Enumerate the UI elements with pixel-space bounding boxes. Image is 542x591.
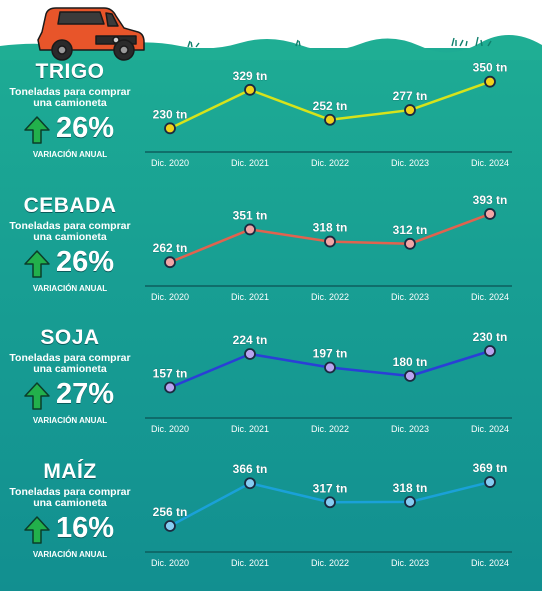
x-tick-label: Dic. 2020 — [151, 558, 189, 568]
x-tick-label: Dic. 2022 — [311, 424, 349, 434]
arrow-up-icon — [24, 382, 50, 410]
crop-name: TRIGO — [35, 60, 105, 83]
chart-panel-maiz: MAÍZ Toneladas para comprar una camioneta… — [0, 452, 542, 582]
crop-name: MAÍZ — [43, 460, 97, 483]
data-point — [404, 370, 416, 382]
x-tick-label: Dic. 2023 — [391, 558, 429, 568]
chart-panel-soja: SOJA Toneladas para comprar una camioneta… — [0, 318, 542, 448]
data-label: 197 tn — [313, 347, 348, 361]
x-tick-label: Dic. 2024 — [471, 424, 509, 434]
data-label: 180 tn — [393, 355, 428, 369]
variation-percent: 26% — [56, 112, 115, 144]
data-point — [244, 477, 256, 490]
crop-label-block: SOJA Toneladas para comprar una camioneta… — [0, 318, 140, 448]
line-chart: 157 tn Dic. 2020 224 tn Dic. 2021 197 tn Dic.… — [145, 330, 512, 434]
data-point — [244, 348, 256, 360]
data-point — [164, 520, 176, 532]
data-label: 230 tn — [473, 330, 508, 344]
data-point — [404, 237, 416, 250]
x-tick-label: Dic. 2021 — [231, 424, 269, 434]
data-label: 393 tn — [473, 193, 508, 207]
variation-percent: 26% — [56, 246, 115, 278]
variation-row: 27% — [24, 378, 144, 412]
crop-subtitle: Toneladas para comprar una camioneta — [9, 86, 131, 109]
variation-caption: VARIACIÓN ANUAL — [32, 416, 108, 425]
x-tick-label: Dic. 2021 — [231, 158, 269, 168]
data-point — [244, 83, 256, 96]
x-tick-label: Dic. 2023 — [391, 424, 429, 434]
data-label: 262 tn — [153, 241, 188, 255]
data-point — [164, 381, 176, 394]
variation-caption: VARIACIÓN ANUAL — [32, 550, 108, 559]
grass-edge — [0, 34, 542, 60]
crop-label-block: TRIGO Toneladas para comprar una camionet… — [0, 52, 140, 182]
data-point — [404, 495, 416, 508]
data-label: 224 tn — [233, 333, 268, 347]
line-chart: 262 tn Dic. 2020 351 tn Dic. 2021 318 tn Dic.… — [145, 193, 512, 302]
pickup-truck-icon — [37, 7, 145, 61]
data-label: 350 tn — [473, 61, 508, 75]
data-point — [164, 256, 176, 269]
variation-row: 26% — [24, 112, 144, 146]
x-tick-label: Dic. 2020 — [151, 424, 189, 434]
x-tick-label: Dic. 2023 — [391, 292, 429, 302]
arrow-up-icon — [24, 250, 50, 278]
variation-caption: VARIACIÓN ANUAL — [32, 150, 108, 159]
data-point — [324, 496, 336, 509]
x-tick-label: Dic. 2022 — [311, 558, 349, 568]
chart-panel-trigo: TRIGO Toneladas para comprar una camionet… — [0, 52, 542, 182]
x-tick-label: Dic. 2024 — [471, 558, 509, 568]
data-label: 317 tn — [313, 481, 348, 495]
data-point — [164, 122, 176, 135]
x-tick-label: Dic. 2021 — [231, 558, 269, 568]
data-label: 369 tn — [473, 461, 508, 475]
variation-caption: VARIACIÓN ANUAL — [32, 284, 108, 293]
variation-percent: 27% — [56, 378, 115, 410]
variation-row: 16% — [24, 512, 144, 546]
x-tick-label: Dic. 2021 — [231, 292, 269, 302]
crop-label-block: MAÍZ Toneladas para comprar una camioneta… — [0, 452, 140, 582]
crop-name: CEBADA — [23, 194, 117, 217]
variation-percent: 16% — [56, 512, 115, 544]
crop-label-block: CEBADA Toneladas para comprar una camione… — [0, 186, 140, 316]
data-point — [324, 361, 336, 374]
x-tick-label: Dic. 2020 — [151, 158, 189, 168]
crop-name: SOJA — [40, 326, 100, 349]
line-chart: 230 tn Dic. 2020 329 tn Dic. 2021 252 tn Dic.… — [145, 60, 512, 168]
data-label: 256 tn — [153, 505, 188, 519]
crop-subtitle: Toneladas para comprar una camioneta — [9, 352, 131, 375]
line-chart: 256 tn Dic. 2020 366 tn Dic. 2021 317 tn Dic.… — [145, 461, 512, 568]
data-label: 351 tn — [233, 208, 268, 222]
data-point — [324, 113, 336, 126]
x-tick-label: Dic. 2020 — [151, 292, 189, 302]
data-label: 366 tn — [233, 462, 268, 476]
data-point — [484, 75, 496, 88]
x-tick-label: Dic. 2024 — [471, 158, 509, 168]
data-label: 277 tn — [393, 89, 428, 103]
arrow-up-icon — [24, 516, 50, 544]
x-tick-label: Dic. 2023 — [391, 158, 429, 168]
variation-row: 26% — [24, 246, 144, 280]
data-label: 329 tn — [233, 69, 268, 83]
crop-subtitle: Toneladas para comprar una camioneta — [9, 220, 131, 243]
data-point — [484, 345, 496, 357]
data-point — [244, 223, 256, 236]
x-tick-label: Dic. 2024 — [471, 292, 509, 302]
data-point — [484, 476, 496, 488]
data-label: 318 tn — [313, 221, 348, 235]
data-label: 312 tn — [393, 223, 428, 237]
x-tick-label: Dic. 2022 — [311, 292, 349, 302]
data-label: 252 tn — [313, 99, 348, 113]
data-point — [484, 208, 496, 220]
data-point — [324, 235, 336, 248]
crop-subtitle: Toneladas para comprar una camioneta — [9, 486, 131, 509]
data-label: 230 tn — [153, 107, 188, 121]
x-tick-label: Dic. 2022 — [311, 158, 349, 168]
data-label: 318 tn — [393, 481, 428, 495]
data-label: 157 tn — [153, 367, 188, 381]
data-point — [404, 104, 416, 116]
arrow-up-icon — [24, 116, 50, 144]
chart-panel-cebada: CEBADA Toneladas para comprar una camione… — [0, 186, 542, 316]
